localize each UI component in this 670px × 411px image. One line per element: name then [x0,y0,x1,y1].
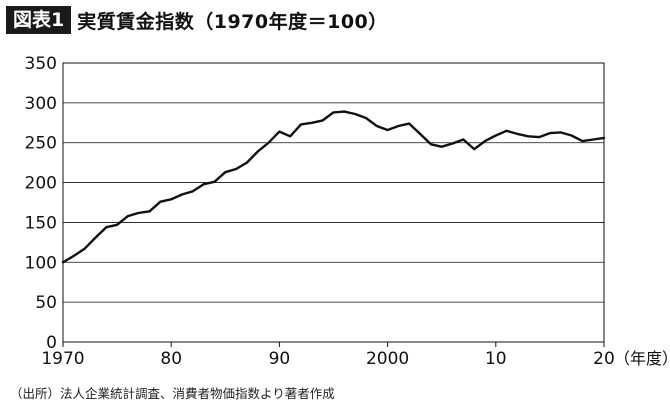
chart-title: 実質賃金指数（1970年度＝100） [77,10,388,33]
data-point [560,131,562,133]
x-tick-label: 1970 [41,349,84,369]
data-point [192,190,194,192]
data-point [73,255,75,257]
data-point [84,248,86,250]
figure-badge: 図表1 [6,6,72,34]
data-point [527,135,529,137]
data-point [603,137,605,139]
data-point [451,142,454,145]
series-line [61,110,606,264]
source-note: （出所）法人企業統計調査、消費者物価指数より著者作成 [10,386,335,401]
data-point [116,224,118,226]
x-tick-label: 2000 [366,349,409,369]
x-tick-label: 10 [485,349,507,369]
data-point [484,140,486,142]
y-tick-label: 350 [25,54,57,74]
line-chart: 0 50 100 150 200 250 300 350 1970 80 90 2000 10 20 （… [25,54,670,369]
y-tick-label: 100 [25,253,57,273]
data-point [159,201,161,203]
data-point [257,150,259,153]
data-point [170,198,172,200]
data-point [592,138,594,141]
data-point [203,183,205,185]
data-point [94,237,97,239]
x-axis: 1970 80 90 2000 10 20 [41,342,615,369]
y-axis: 0 50 100 150 200 250 300 350 [25,54,57,353]
data-point [441,146,443,148]
data-point [430,143,432,145]
grid [63,62,604,343]
data-point [506,130,508,132]
data-point [138,212,140,214]
data-point [224,171,226,173]
data-point [127,215,129,217]
data-point [235,168,237,170]
y-tick-label: 300 [25,94,57,114]
data-point [376,125,378,127]
data-point [213,181,216,183]
data-point [332,111,335,113]
data-point [62,261,64,263]
y-tick-label: 0 [46,333,57,353]
data-point [408,123,410,125]
data-point [570,134,573,137]
data-point [354,113,356,115]
y-tick-label: 200 [25,174,57,194]
data-point [549,132,551,134]
data-point [343,111,345,113]
data-point [387,129,389,131]
data-point [105,226,107,228]
x-tick-label: 90 [269,349,291,369]
data-point [300,123,302,125]
data-point [268,142,270,144]
data-point [462,138,464,141]
y-tick-label: 250 [25,134,57,154]
series-group [61,110,606,264]
data-point [181,193,183,196]
plot-frame [62,62,605,343]
x-tick-label: 20 [593,349,615,369]
data-point [149,210,151,212]
data-point [538,136,540,138]
data-point [581,140,584,142]
x-tick-label: 80 [160,349,182,369]
data-point [516,133,519,135]
data-point [419,133,421,135]
data-point [495,134,497,137]
chart-header: 図表1 実質賃金指数（1970年度＝100） [6,6,388,34]
data-point [278,131,280,133]
y-tick-label: 150 [25,213,57,233]
data-point [289,135,291,137]
data-point [365,117,367,119]
x-axis-unit-label: （年度） [614,349,670,368]
data-point [473,148,475,150]
data-point [322,119,324,121]
data-point [311,122,313,124]
data-point [397,125,399,127]
y-tick-label: 50 [35,293,57,313]
data-point [246,162,248,164]
